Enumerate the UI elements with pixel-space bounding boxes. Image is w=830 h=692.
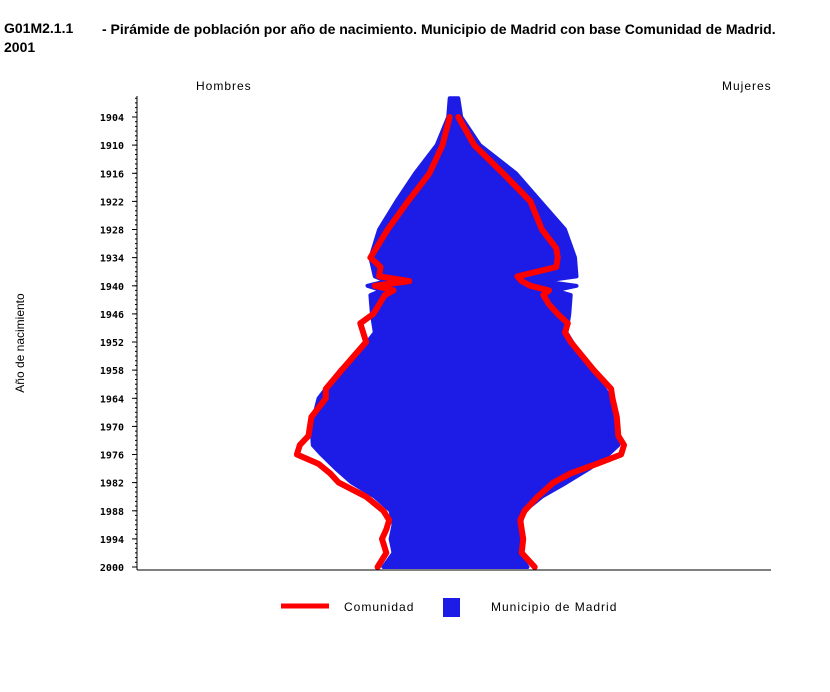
comunidad-line-men — [293, 114, 453, 570]
right-group-label: Mujeres — [722, 79, 772, 93]
figure-code: G01M2.1.1 — [4, 20, 74, 36]
y-tick-label: 1964 — [100, 394, 124, 405]
y-tick-label: 1958 — [100, 366, 124, 377]
y-tick-label: 1928 — [100, 226, 124, 237]
area-layer — [309, 96, 621, 569]
line-layer — [293, 114, 627, 570]
y-tick-label: 1994 — [100, 535, 124, 546]
y-tick-label: 1982 — [100, 479, 124, 490]
y-tick-label: 1916 — [100, 169, 124, 180]
y-tick-label: 2000 — [100, 563, 124, 574]
y-tick-label: 1970 — [100, 422, 124, 433]
comunidad-line-women — [455, 114, 627, 570]
y-tick-label: 1940 — [100, 282, 124, 293]
axis-layer: 1904 1910 1916 1922 1928 1934 1940 1946 1952 1958… — [100, 96, 771, 574]
legend-municipio-label: Municipio de Madrid — [491, 600, 617, 614]
y-tick-label: 1922 — [100, 197, 124, 208]
y-tick-label: 1946 — [100, 310, 124, 321]
y-tick-label: 1934 — [100, 254, 124, 265]
y-tick-label: 1976 — [100, 451, 124, 462]
legend: Comunidad Municipio de Madrid — [281, 598, 617, 617]
y-tick-label: 1904 — [100, 113, 124, 124]
legend-municipio-swatch — [443, 598, 460, 617]
y-tick-label: 1988 — [100, 507, 124, 518]
chart-title: - Pirámide de población por año de nacim… — [4, 21, 776, 55]
y-tick-label: 1910 — [100, 141, 124, 152]
left-group-label: Hombres — [196, 79, 252, 93]
legend-comunidad-label: Comunidad — [344, 600, 414, 614]
municipio-area — [309, 96, 621, 569]
y-tick-label: 1952 — [100, 338, 124, 349]
